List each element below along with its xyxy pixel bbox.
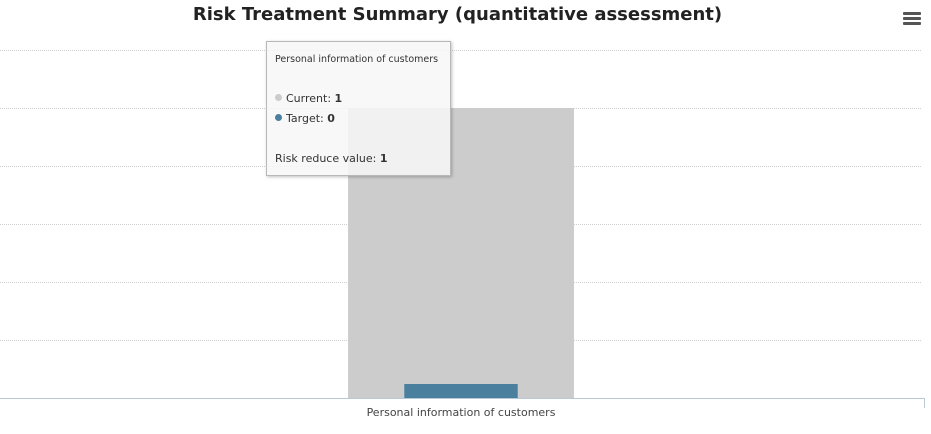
chart-tooltip: Personal information of customers Curren… [266, 41, 451, 176]
tooltip-header: Personal information of customers [275, 54, 439, 65]
tooltip-target-row: Target: 0 [275, 112, 335, 125]
tooltip-target-label: Target: [286, 112, 324, 125]
tooltip-reduce-row: Risk reduce value: 1 [275, 152, 388, 165]
tooltip-current-row: Current: 1 [275, 92, 342, 105]
bar-target [404, 384, 518, 398]
tooltip-target-value: 0 [327, 112, 335, 125]
x-axis-tick-label: Personal information of customers [367, 406, 556, 419]
target-series-dot-icon [275, 114, 282, 121]
tooltip-current-label: Current: [286, 92, 332, 105]
current-series-dot-icon [275, 94, 282, 101]
tooltip-reduce-label: Risk reduce value: [275, 152, 377, 165]
tooltip-current-value: 1 [334, 92, 343, 105]
tooltip-reduce-value: 1 [379, 152, 388, 165]
hamburger-menu-icon[interactable] [903, 12, 921, 26]
chart-title: Risk Treatment Summary (quantitative ass… [192, 4, 723, 25]
